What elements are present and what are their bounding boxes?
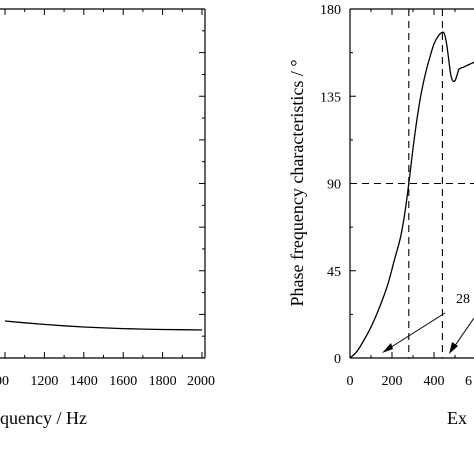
right-x-tick-labels: 0 200 400 6 (347, 374, 473, 389)
right-x-tick-label: 6 (465, 374, 472, 389)
annotation-label: 28 (456, 292, 470, 307)
left-right-ticks (199, 8, 205, 359)
left-series-line (4, 320, 203, 331)
right-x-tick-label: 200 (382, 374, 403, 389)
right-y-tick-label: 45 (327, 265, 341, 280)
right-y-tick-label: 180 (320, 3, 341, 18)
right-y-axis-label: Phase frequency characteristics / ° (287, 59, 307, 306)
left-panel: 00 1200 1400 1600 1800 2000 quency / Hz (0, 8, 215, 428)
arrow-2-head (449, 342, 458, 354)
right-y-tick-label: 0 (334, 352, 341, 367)
right-x-ticks (349, 9, 456, 358)
left-x-tick-label: 1800 (149, 374, 177, 389)
arrow-1-line (384, 312, 446, 352)
right-x-axis-label: Ex (447, 408, 467, 428)
right-x-tick-label: 0 (347, 374, 354, 389)
right-y-tick-label: 135 (320, 90, 341, 105)
annotation-arrows (382, 312, 474, 354)
left-x-tick-label: 00 (0, 374, 9, 389)
right-series-line (349, 31, 474, 359)
left-x-tick-labels: 00 1200 1400 1600 1800 2000 (0, 374, 215, 389)
left-x-ticks (4, 9, 203, 358)
right-panel: 0 200 400 6 0 45 90 135 180 28 Phase frequency … (287, 3, 474, 428)
left-x-tick-label: 1200 (30, 374, 58, 389)
right-x-tick-label: 400 (424, 374, 445, 389)
left-x-tick-label: 2000 (187, 374, 215, 389)
arrow-1-head (382, 343, 393, 353)
right-y-tick-labels: 0 45 90 135 180 (320, 3, 341, 367)
left-x-tick-label: 1400 (70, 374, 98, 389)
left-x-axis-label: quency / Hz (0, 408, 87, 428)
right-y-tick-label: 90 (327, 178, 341, 193)
left-x-tick-label: 1600 (109, 374, 137, 389)
